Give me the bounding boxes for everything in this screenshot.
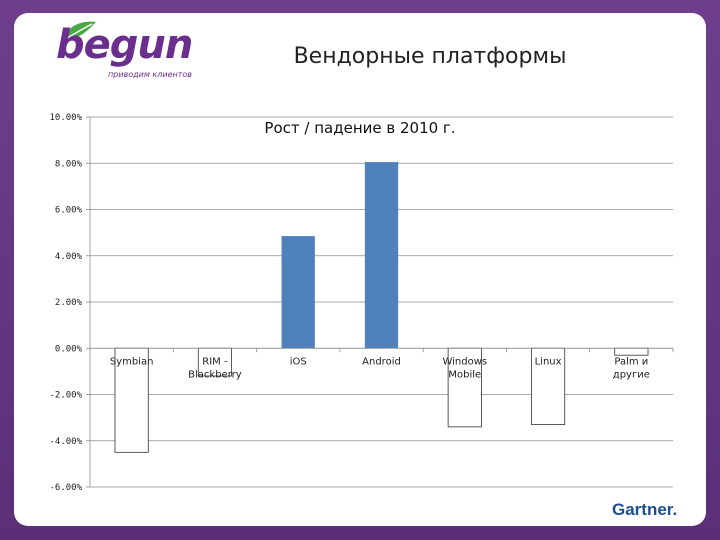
x-tick-label: iOS: [290, 356, 307, 367]
bar-android: [364, 162, 399, 349]
begun-logo: begun приводим клиентов: [40, 18, 230, 84]
x-tick-label: Palm и другие: [613, 356, 650, 380]
x-tick-label: Android: [362, 356, 401, 367]
gartner-logo: Gartner.: [612, 500, 678, 519]
y-tick-label: 6.00%: [55, 206, 83, 216]
slide-title: Вендорные платформы: [293, 44, 567, 69]
bar-symbian: [114, 347, 149, 453]
y-tick-label: -2.00%: [49, 391, 82, 401]
y-tick-label: 4.00%: [55, 252, 83, 262]
y-tick-label: 2.00%: [55, 298, 83, 308]
y-tick-label: 8.00%: [55, 159, 83, 169]
y-tick-label: -4.00%: [49, 437, 82, 447]
x-axis: Symbian RIM -Blackberry iOS Android Windows M…: [89, 347, 674, 380]
logo-wordmark: begun: [56, 22, 193, 68]
chart-title: Рост / падение в 2010 г.: [264, 119, 455, 137]
y-tick-label: -6.00%: [49, 483, 82, 493]
x-tick-label: Symbian: [110, 356, 154, 367]
bar-linux: [531, 347, 566, 425]
y-axis: -6.00% -4.00% -2.00% 0.00% 2.00% 4.00% 6.00% 8.…: [49, 113, 91, 493]
logo-tagline: приводим клиентов: [108, 70, 192, 79]
x-tick-label: RIM -Blackberry: [188, 356, 242, 380]
bar-ios: [281, 236, 315, 349]
bar-palm-и-другие: [614, 347, 649, 356]
leaf-icon: [63, 21, 96, 41]
bars: [114, 162, 649, 453]
x-tick-label: Linux: [535, 356, 562, 367]
y-tick-label: 0.00%: [55, 344, 83, 354]
y-tick-label: 10.00%: [49, 113, 82, 123]
x-tick-label: Windows Mobile: [442, 356, 487, 380]
bar-rim-blackberry: [197, 347, 232, 377]
